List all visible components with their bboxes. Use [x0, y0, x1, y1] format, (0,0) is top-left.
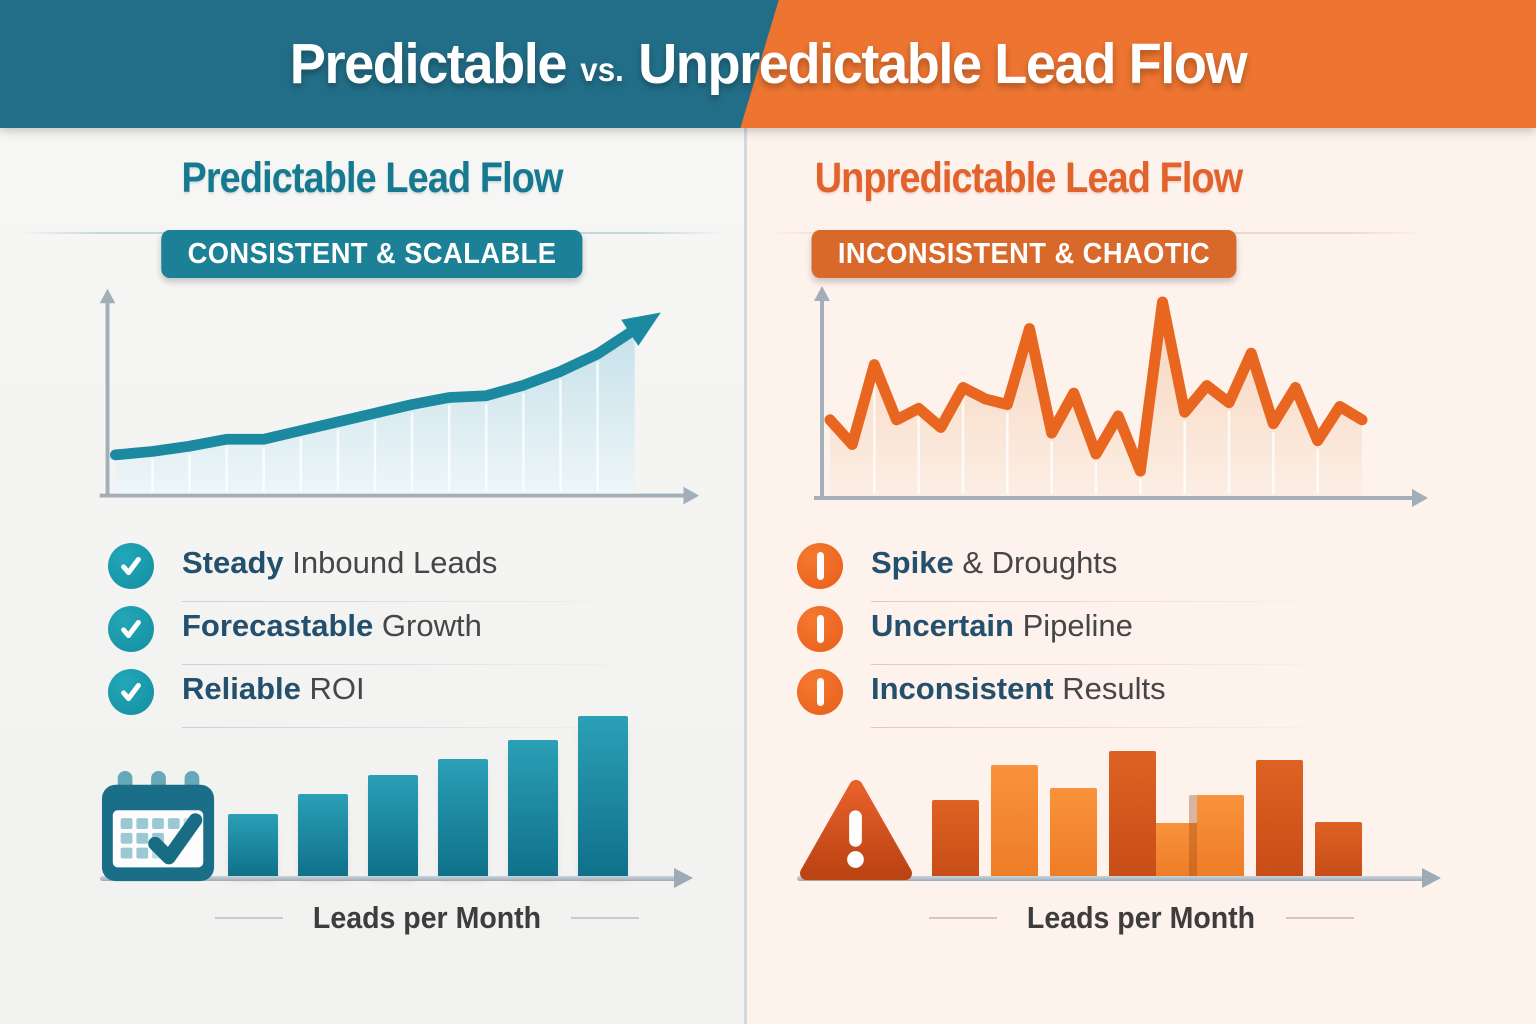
alert-circle-icon	[797, 606, 843, 652]
label-dash	[214, 917, 283, 919]
label-dash	[929, 917, 998, 919]
list-item: Steady Inbound Leads	[108, 541, 653, 604]
bar	[228, 814, 278, 876]
bar	[298, 794, 348, 876]
axis-label: Leads per Month	[1027, 900, 1256, 935]
unpredictable-panel: Unpredictable Lead Flow INCONSISTENT & C…	[747, 128, 1536, 1024]
benefit-list: Steady Inbound Leads Forecastable Growth R…	[108, 541, 653, 730]
bar	[932, 800, 979, 876]
bars-group	[228, 716, 628, 876]
bar	[1152, 823, 1199, 876]
predictable-title: Predictable Lead Flow	[181, 154, 563, 202]
axis-label: Leads per Month	[312, 900, 542, 935]
predictable-badge: CONSISTENT & SCALABLE	[161, 230, 583, 278]
bar	[1256, 760, 1303, 876]
bars-group	[932, 751, 1362, 876]
item-underline	[182, 727, 653, 728]
unpredictable-badge: INCONSISTENT & CHAOTIC	[811, 230, 1236, 278]
item-rest: Growth	[381, 608, 482, 643]
item-keyword: Reliable	[182, 671, 301, 706]
item-keyword: Forecastable	[182, 608, 374, 643]
predictable-bar-chart	[100, 713, 700, 888]
volatile-line-chart	[814, 286, 1428, 507]
alert-circle-icon	[797, 543, 843, 589]
bar	[1050, 788, 1097, 876]
main-title-unpredictable: Unpredictable Lead Flow	[638, 32, 1248, 96]
bar	[438, 759, 488, 876]
item-rest: Results	[1062, 671, 1166, 706]
list-item: Reliable ROI	[108, 667, 653, 730]
list-item: Inconsistent Results	[797, 667, 1342, 730]
bar	[578, 716, 628, 876]
main-title: Predictable vs. Unpredictable Lead Flow	[38, 0, 1497, 128]
bar	[508, 740, 558, 876]
check-circle-icon	[108, 606, 154, 652]
label-dash	[571, 917, 639, 919]
item-keyword: Uncertain	[871, 608, 1014, 643]
check-circle-icon	[108, 669, 154, 715]
item-underline	[871, 664, 1342, 665]
unpredictable-bar-chart	[797, 713, 1448, 888]
bar	[991, 765, 1038, 876]
x-axis-arrow	[100, 868, 693, 888]
calendar-check-icon	[101, 770, 215, 882]
alert-circle-icon	[797, 669, 843, 715]
bar	[1197, 795, 1244, 876]
item-keyword: Steady	[182, 545, 284, 580]
item-underline	[871, 601, 1342, 602]
bar	[1315, 822, 1362, 876]
item-keyword: Spike	[871, 545, 954, 580]
unpredictable-title: Unpredictable Lead Flow	[814, 154, 1243, 202]
item-underline	[182, 601, 653, 602]
predictable-panel: Predictable Lead Flow CONSISTENT & SCALA…	[0, 128, 744, 1024]
bar	[1109, 751, 1156, 876]
axis-label-row: Leads per Month	[55, 900, 799, 936]
item-keyword: Inconsistent	[871, 671, 1054, 706]
bar	[368, 775, 418, 876]
item-underline	[182, 664, 653, 665]
content-columns: Predictable Lead Flow CONSISTENT & SCALA…	[0, 128, 1536, 1024]
list-item: Spike & Droughts	[797, 541, 1342, 604]
growth-line-chart	[99, 288, 700, 505]
header-orange-half	[740, 0, 1536, 128]
check-circle-icon	[108, 543, 154, 589]
label-dash	[1285, 917, 1354, 919]
list-item: Forecastable Growth	[108, 604, 653, 667]
list-item: Uncertain Pipeline	[797, 604, 1342, 667]
header-banner: Predictable vs. Unpredictable Lead Flow	[0, 0, 1536, 128]
panel-divider	[744, 128, 747, 1024]
issue-list: Spike & Droughts Uncertain Pipeline Incons…	[797, 541, 1342, 730]
item-rest: Pipeline	[1022, 608, 1133, 643]
main-title-vs: vs.	[580, 51, 624, 88]
item-rest: & Droughts	[962, 545, 1118, 580]
item-underline	[871, 727, 1342, 728]
item-rest: Inbound Leads	[292, 545, 498, 580]
item-rest: ROI	[309, 671, 365, 706]
warning-triangle-icon	[800, 779, 912, 881]
x-axis-arrow	[797, 868, 1441, 888]
main-title-predictable: Predictable	[289, 32, 568, 96]
axis-label-row: Leads per Month	[747, 900, 1536, 936]
